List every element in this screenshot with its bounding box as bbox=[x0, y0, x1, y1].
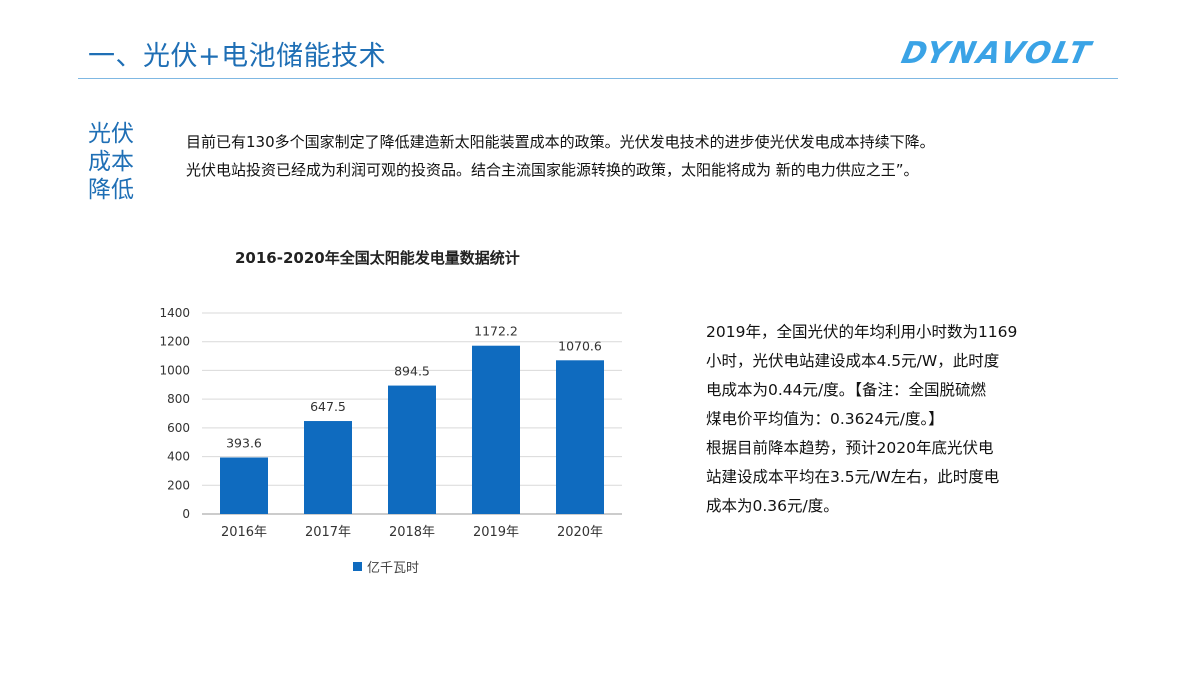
x-tick-label: 2017年 bbox=[305, 525, 351, 540]
notes-line: 根据目前降本趋势，预计2020年底光伏电 bbox=[706, 439, 994, 457]
side-heading-line: 降低 bbox=[88, 177, 134, 203]
bar bbox=[304, 421, 352, 514]
y-tick-label: 800 bbox=[167, 392, 190, 406]
bar bbox=[388, 385, 436, 514]
notes-line: 站建设成本平均在3.5元/W左右，此时度电 bbox=[706, 468, 1000, 486]
y-tick-label: 1000 bbox=[159, 363, 190, 377]
x-tick-label: 2016年 bbox=[221, 525, 267, 540]
x-tick-label: 2018年 bbox=[389, 525, 435, 540]
y-tick-label: 1200 bbox=[159, 335, 190, 349]
notes-line: 小时，光伏电站建设成本4.5元/W，此时度 bbox=[706, 352, 1000, 370]
y-tick-label: 0 bbox=[182, 507, 190, 521]
dynavolt-logo: DYNAVOLT bbox=[898, 36, 1096, 71]
y-tick-label: 400 bbox=[167, 450, 190, 464]
notes-line: 成本为0.36元/度。 bbox=[706, 497, 839, 515]
data-label: 393.6 bbox=[226, 435, 262, 450]
legend-label: 亿千瓦时 bbox=[367, 561, 420, 576]
intro-line: 目前已有130多个国家制定了降低建造新太阳能装置成本的政策。光伏发电技术的进步使… bbox=[186, 133, 935, 151]
page-title: 一、光伏+电池储能技术 bbox=[88, 41, 387, 72]
data-label: 894.5 bbox=[394, 364, 430, 379]
y-tick-label: 600 bbox=[167, 421, 190, 435]
bar bbox=[472, 345, 520, 514]
notes-line: 2019年，全国光伏的年均利用小时数为1169 bbox=[706, 323, 1018, 341]
side-heading-line: 光伏 bbox=[88, 121, 134, 147]
y-tick-label: 200 bbox=[167, 478, 190, 492]
chart-title: 2016-2020年全国太阳能发电量数据统计 bbox=[235, 249, 520, 267]
data-label: 1172.2 bbox=[474, 324, 518, 339]
data-label: 1070.6 bbox=[558, 338, 602, 353]
data-label: 647.5 bbox=[310, 399, 346, 414]
intro-line: 光伏电站投资已经成为利润可观的投资品。结合主流国家能源转换的政策，太阳能将成为 … bbox=[186, 161, 919, 179]
side-heading-line: 成本 bbox=[88, 149, 134, 175]
title-divider bbox=[78, 78, 1118, 79]
chart-legend: 亿千瓦时 bbox=[353, 557, 419, 576]
legend-swatch bbox=[353, 562, 362, 571]
y-tick-label: 1400 bbox=[159, 306, 190, 320]
bar-chart: 0 200 400 600 800 1000 1200 1400 393.6 2016年 647.5… bbox=[159, 306, 622, 540]
notes-paragraph: 2019年，全国光伏的年均利用小时数为1169 小时，光伏电站建设成本4.5元/… bbox=[706, 318, 1056, 521]
intro-paragraph: 目前已有130多个国家制定了降低建造新太阳能装置成本的政策。光伏发电技术的进步使… bbox=[186, 128, 1086, 184]
side-heading: 光伏 成本 降低 bbox=[88, 120, 148, 204]
bar bbox=[220, 457, 268, 514]
x-tick-label: 2020年 bbox=[557, 525, 603, 540]
bar bbox=[556, 360, 604, 514]
x-tick-label: 2019年 bbox=[473, 525, 519, 540]
notes-line: 煤电价平均值为：0.3624元/度。】 bbox=[706, 410, 944, 428]
notes-line: 电成本为0.44元/度。【备注：全国脱硫燃 bbox=[706, 381, 986, 399]
